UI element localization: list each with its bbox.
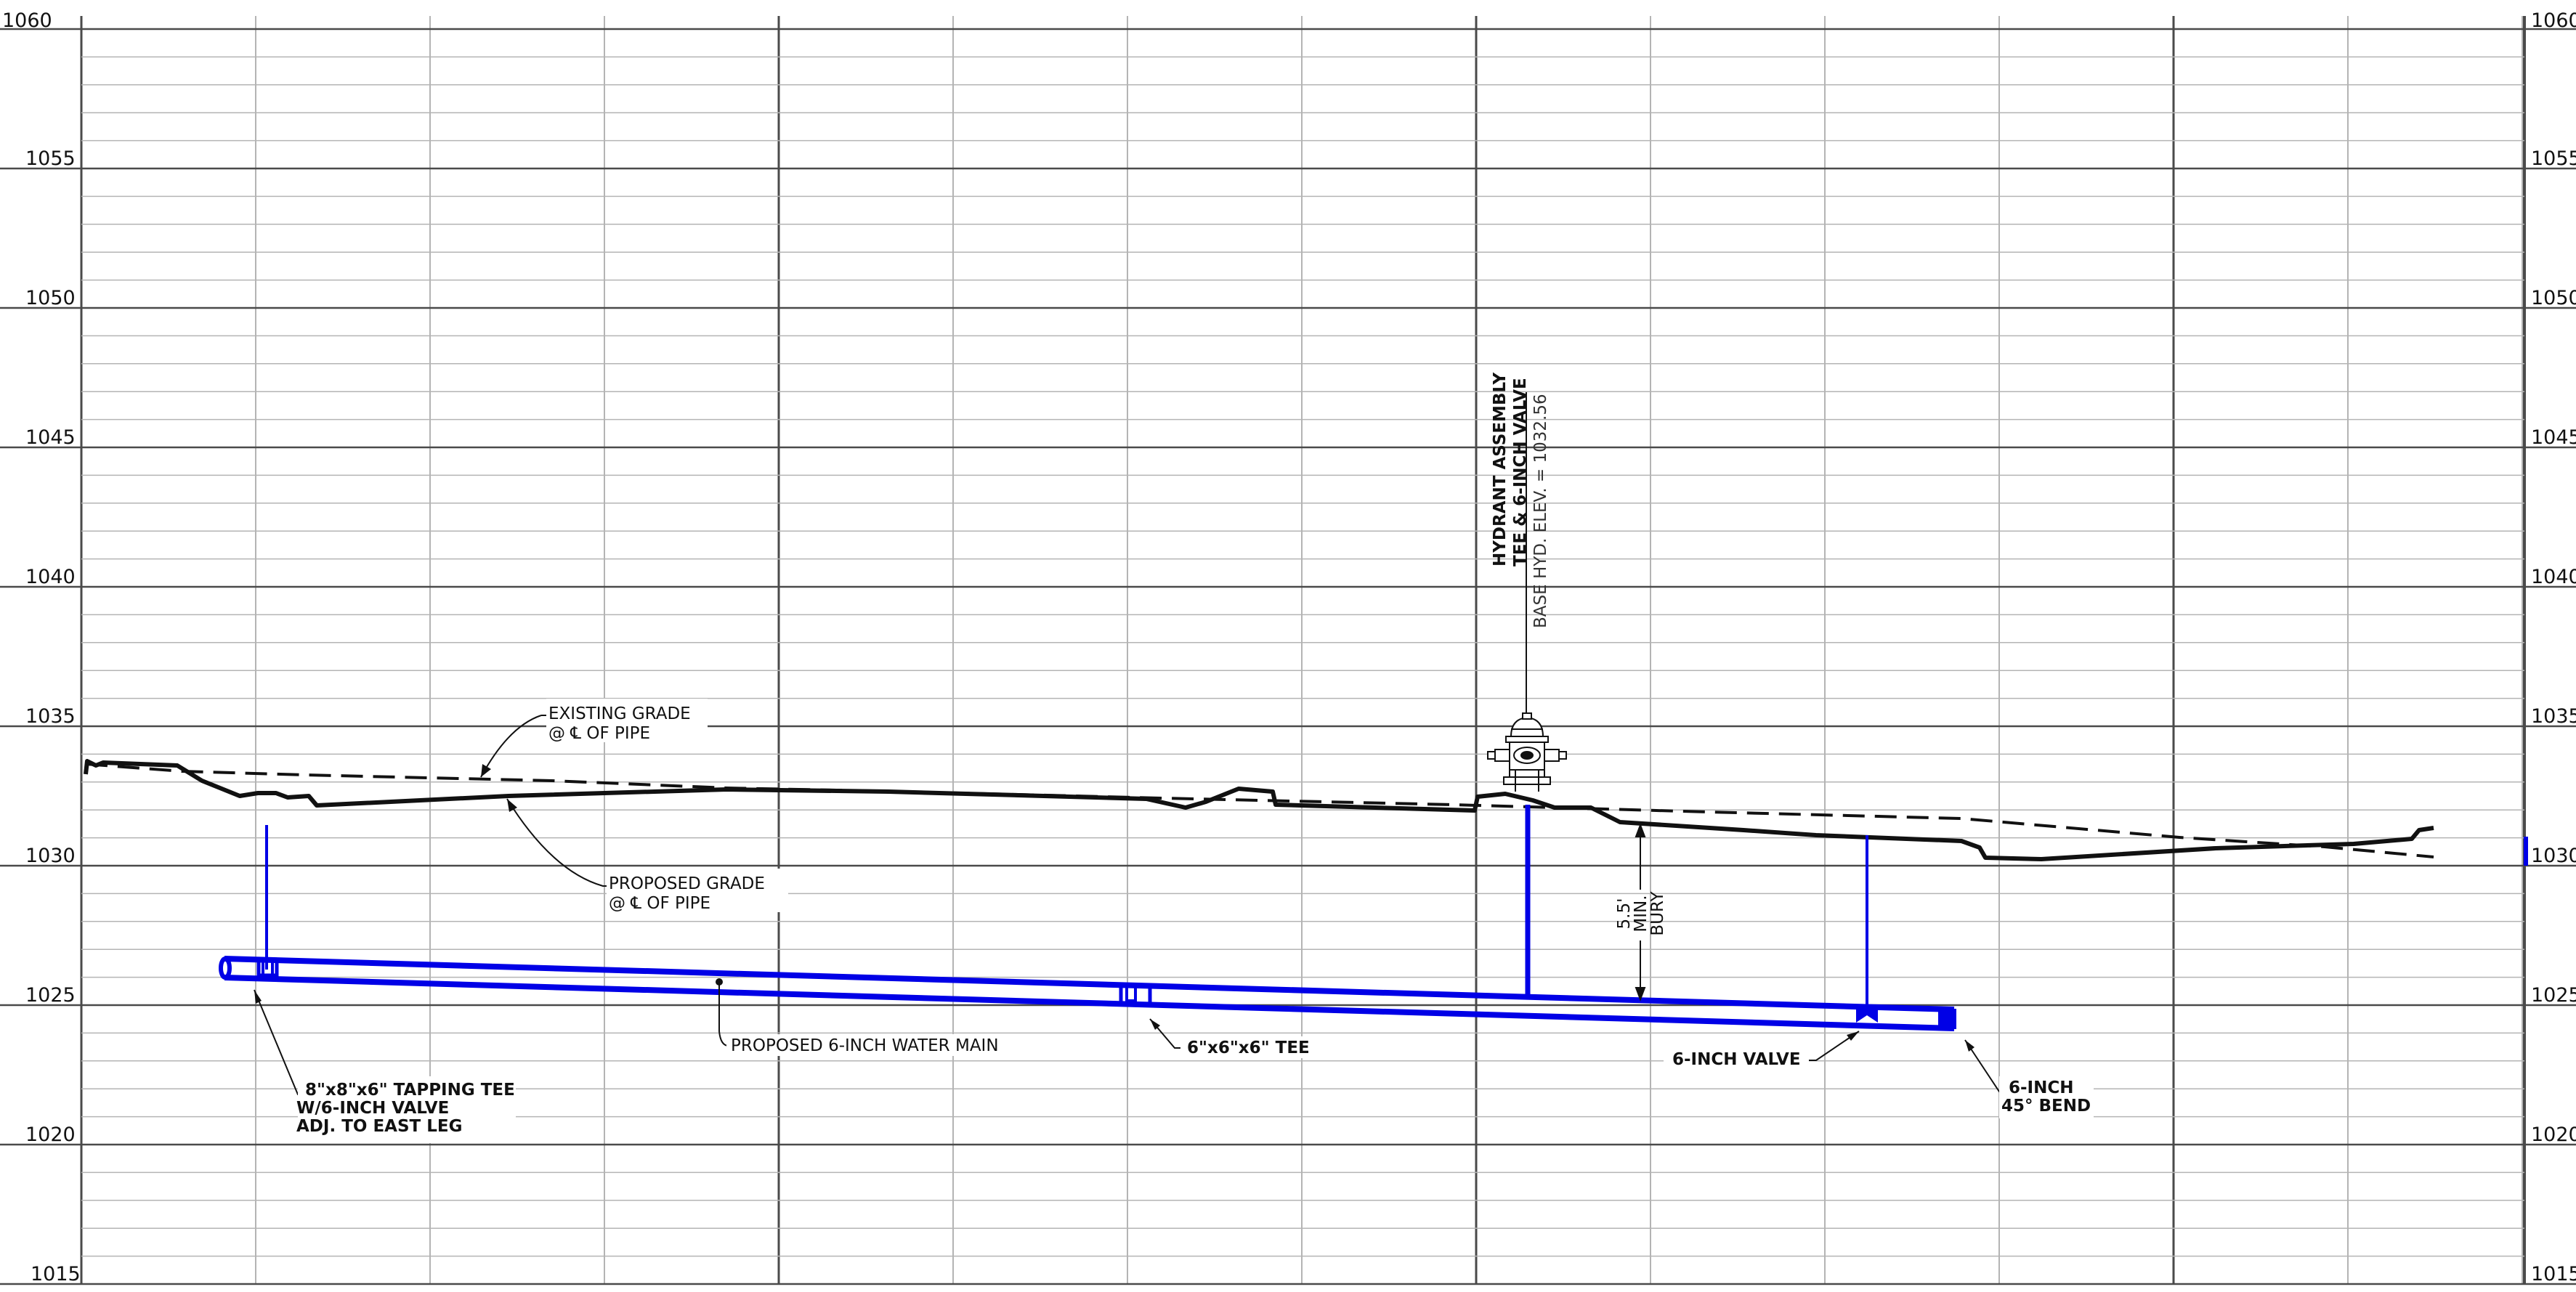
tee-leader (1149, 1018, 1180, 1049)
fire-hydrant-icon (1487, 392, 1567, 792)
callout-leaders (254, 715, 2004, 1095)
elev-label-left: 1020 (25, 1124, 76, 1146)
elev-label-left: 1050 (25, 287, 76, 309)
water-main-leader-dot (716, 978, 723, 986)
bury-label: 5.5' (1615, 898, 1634, 930)
hydrant-callout-line2: TEE & 6-INCH VALVE (1511, 378, 1530, 566)
leader-arrowheads (254, 764, 1974, 1052)
tapping-tee-callout: 8"x8"x6" TAPPING TEE (305, 1081, 515, 1100)
tee-callout: 6"x6"x6" TEE (1187, 1039, 1310, 1057)
elev-label-left: 1045 (25, 426, 76, 449)
bury-dimension (1635, 823, 1646, 1001)
tapping-tee-callout: W/6-INCH VALVE (296, 1099, 449, 1118)
hydrant-callout-line1: HYDRANT ASSEMBLY (1491, 372, 1510, 566)
valve-callout: 6-INCH VALVE (1672, 1050, 1801, 1069)
tee-fitting (1119, 983, 1152, 1004)
hydrant-callout-line3: BASE HYD. ELEV. = 1032.56 (1531, 394, 1550, 628)
existing-grade-leader (480, 715, 552, 778)
water-main-callout: PROPOSED 6-INCH WATER MAIN (731, 1036, 999, 1055)
elev-label-left: 1035 (25, 705, 76, 728)
elev-label-left: 1055 (25, 147, 76, 170)
elev-label-left: 1025 (25, 984, 76, 1007)
bend-callout: 6-INCH (2009, 1078, 2073, 1097)
existing-grade-line (85, 763, 2434, 858)
elev-label-right: 1060 (2531, 9, 2576, 32)
proposed-grade-leader (506, 798, 609, 887)
elevation-labels-left: 1060 1055 1050 1045 1040 1035 1030 1025 … (2, 9, 81, 1285)
tapping-tee-callout: ADJ. TO EAST LEG (296, 1117, 462, 1136)
valve-leader (1809, 1031, 1860, 1061)
elevation-grid (0, 16, 2576, 1285)
elevation-labels-right: 1060 1055 1050 1045 1040 1035 1030 1025 … (2531, 9, 2576, 1285)
elev-label-right: 1045 (2531, 426, 2576, 449)
valve-fitting (1856, 1008, 1878, 1023)
bend-fitting (1938, 1008, 1954, 1030)
elev-label-right: 1055 (2531, 147, 2576, 170)
bury-label: MIN. (1632, 895, 1650, 932)
existing-grade-callout: @ ℄ OF PIPE (548, 724, 650, 743)
proposed-grade-callout: @ ℄ OF PIPE (609, 894, 710, 913)
bury-label: BURY (1648, 890, 1667, 935)
existing-grade-callout: EXISTING GRADE (548, 704, 691, 723)
elev-label-right: 1050 (2531, 287, 2576, 309)
bend-callout: 45° BEND (2001, 1097, 2091, 1116)
tapping-tee-fitting (256, 959, 279, 978)
elev-label-right: 1025 (2531, 984, 2576, 1007)
elev-label-left: 1060 (2, 9, 52, 32)
elev-label-left: 1040 (25, 566, 76, 588)
elev-label-right: 1020 (2531, 1124, 2576, 1146)
elev-label-left: 1030 (25, 845, 76, 867)
elev-label-right: 1035 (2531, 705, 2576, 728)
proposed-grade-callout: PROPOSED GRADE (609, 874, 765, 893)
elev-label-left: 1015 (31, 1263, 81, 1285)
elev-label-right: 1030 (2531, 845, 2576, 867)
proposed-grade-line (84, 759, 2434, 861)
water-main-pipe (219, 956, 1956, 1031)
elev-label-right: 1040 (2531, 566, 2576, 588)
pipe-end-cap (219, 956, 232, 980)
elev-label-right: 1015 (2531, 1263, 2576, 1285)
